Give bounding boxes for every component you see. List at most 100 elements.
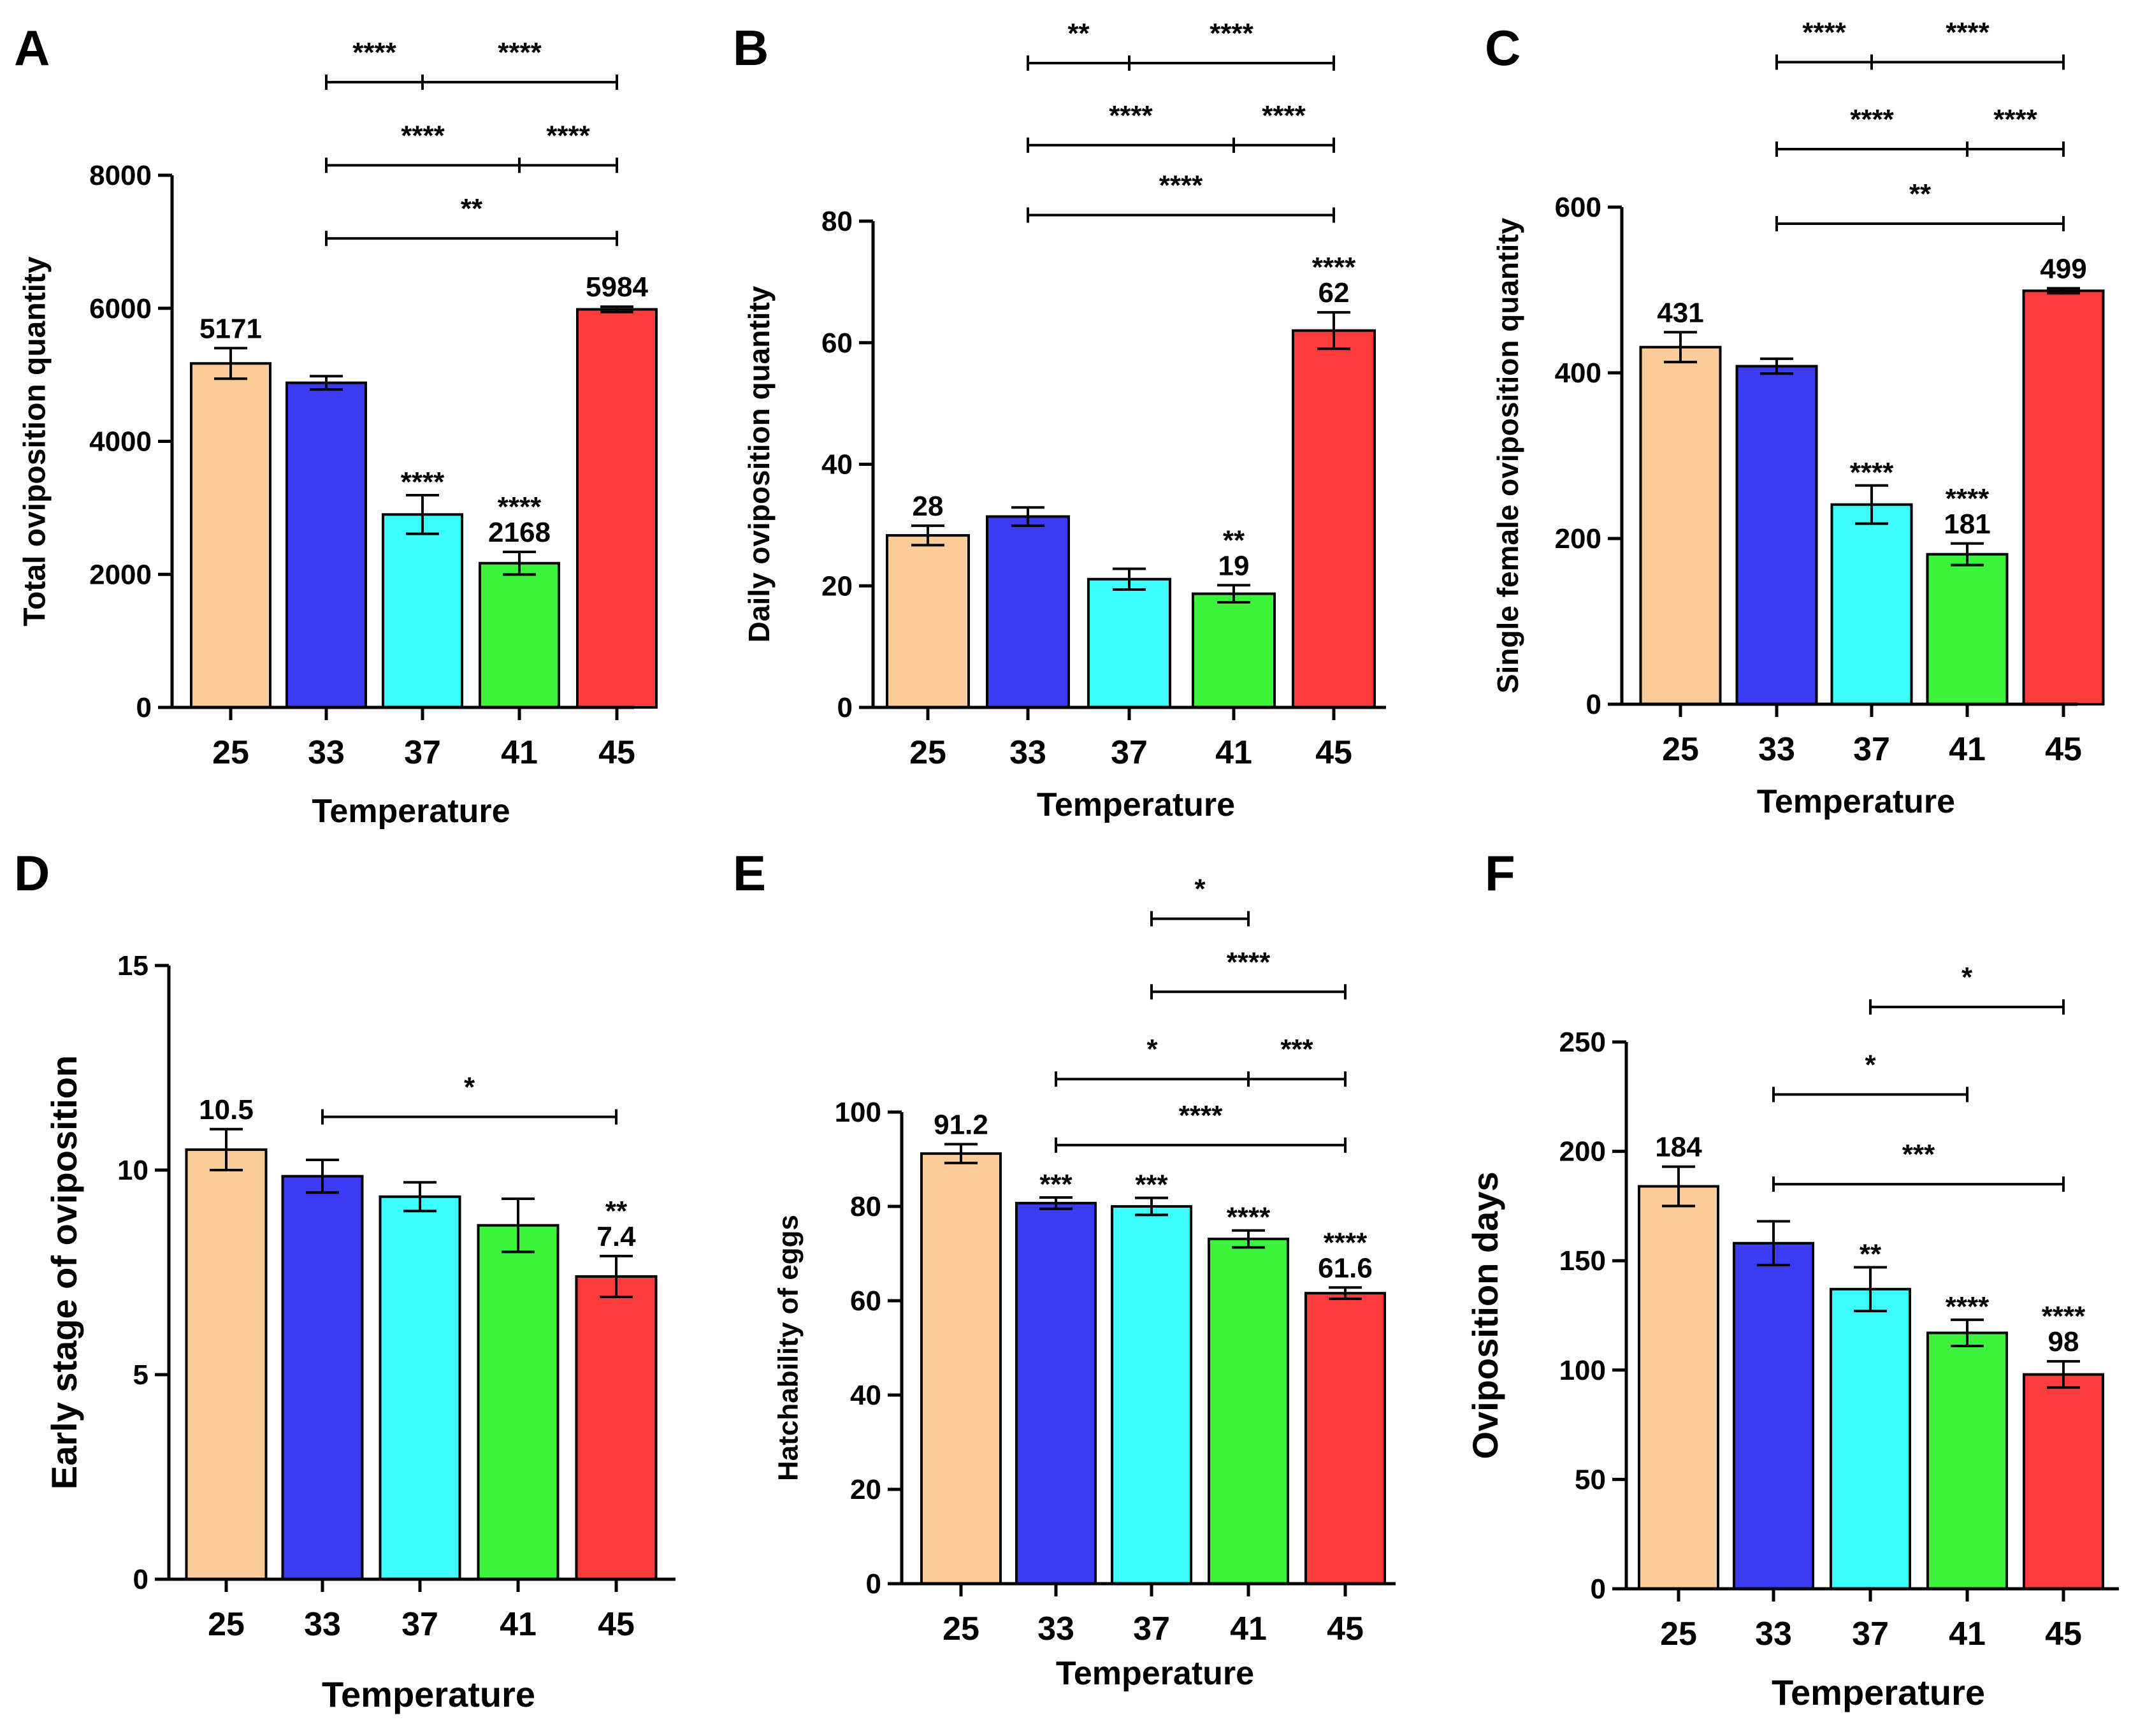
bar-45 bbox=[1292, 329, 1376, 709]
x-tick-label: 45 bbox=[1315, 734, 1352, 771]
x-tick-label: 37 bbox=[401, 1606, 438, 1643]
bracket-label: * bbox=[1865, 1049, 1876, 1080]
panel-d: D 10.5 7.4** 0 5 10 15 25 33 37 41 45 Temperature Ear… bbox=[14, 845, 675, 1714]
bar-41 bbox=[477, 1224, 560, 1581]
bracket-label: **** bbox=[1210, 18, 1253, 49]
x-tick-label: 25 bbox=[1660, 1616, 1697, 1653]
y-tick-label: 40 bbox=[821, 449, 853, 481]
significance-label: **** bbox=[498, 491, 542, 523]
value-label: 7.4 bbox=[596, 1221, 636, 1252]
x-axis-title: Temperature bbox=[1772, 1672, 1985, 1712]
y-tick-label: 6000 bbox=[89, 293, 152, 324]
y-tick-label: 200 bbox=[1559, 1136, 1606, 1168]
bar-41 bbox=[1208, 1238, 1289, 1586]
x-tick-label: 41 bbox=[500, 1606, 537, 1643]
y-tick-label: 100 bbox=[1559, 1355, 1606, 1386]
bar-25 bbox=[1639, 345, 1722, 705]
significance-bracket: * bbox=[321, 1072, 618, 1125]
bracket-label: **** bbox=[1227, 946, 1271, 978]
x-tick-label: 41 bbox=[501, 734, 538, 771]
significance-bracket: * bbox=[1772, 1049, 1968, 1103]
x-tick-label: 45 bbox=[598, 734, 635, 771]
significance-bracket: **** bbox=[1150, 946, 1347, 1000]
y-tick-label: 50 bbox=[1575, 1464, 1606, 1495]
y-axis-title: Early stage of oviposition bbox=[44, 1055, 84, 1489]
value-label: 19 bbox=[1218, 550, 1250, 581]
bracket-label: ** bbox=[461, 193, 483, 224]
value-label: 5171 bbox=[199, 313, 262, 344]
bar-33 bbox=[1015, 1201, 1097, 1585]
significance-bracket: **** **** bbox=[325, 37, 618, 90]
panel-letter: F bbox=[1485, 845, 1515, 901]
bar-37 bbox=[1087, 577, 1171, 709]
bracket-label: **** bbox=[352, 37, 396, 68]
x-axis-title: Temperature bbox=[322, 1674, 535, 1714]
bar-33 bbox=[285, 381, 367, 709]
x-tick-label: 45 bbox=[2045, 731, 2082, 768]
bar-37 bbox=[1830, 503, 1913, 705]
significance-label: **** bbox=[1324, 1227, 1368, 1258]
bracket-label: **** bbox=[401, 120, 445, 151]
significance-label: **** bbox=[1227, 1202, 1271, 1233]
value-label: 431 bbox=[1657, 297, 1703, 328]
bracket-label: *** bbox=[1280, 1034, 1313, 1065]
significance-bracket: **** **** bbox=[325, 120, 618, 173]
x-tick-label: 25 bbox=[208, 1606, 245, 1643]
bar-37 bbox=[382, 513, 463, 709]
bar-37 bbox=[379, 1195, 461, 1580]
significance-bracket: *** bbox=[1772, 1139, 2065, 1192]
y-tick-label: 250 bbox=[1559, 1027, 1606, 1058]
bracket-label: **** bbox=[498, 37, 542, 68]
significance-bracket: **** bbox=[1055, 1100, 1347, 1153]
value-label: 10.5 bbox=[199, 1094, 254, 1125]
bar-33 bbox=[1733, 1241, 1814, 1590]
y-tick-label: 0 bbox=[837, 692, 853, 723]
bracket-label: *** bbox=[1902, 1139, 1935, 1170]
value-label: 62 bbox=[1318, 277, 1350, 308]
x-tick-label: 25 bbox=[212, 734, 249, 771]
significance-bracket: ** bbox=[1775, 178, 2065, 231]
panel-letter: A bbox=[14, 20, 50, 76]
y-axis-title: Oviposition days bbox=[1465, 1171, 1505, 1459]
bracket-label: **** bbox=[1262, 100, 1306, 131]
panel-letter: D bbox=[14, 845, 50, 901]
bracket-label: **** bbox=[1802, 17, 1846, 48]
value-label: 98 bbox=[2048, 1326, 2079, 1357]
y-axis-title: Single female oviposition quantity bbox=[1491, 217, 1524, 693]
value-label: 184 bbox=[1655, 1132, 1702, 1163]
bar-45 bbox=[1304, 1292, 1386, 1586]
significance-label: *** bbox=[1039, 1169, 1073, 1200]
bracket-label: **** bbox=[1109, 100, 1153, 131]
bar-41 bbox=[1926, 1331, 2008, 1591]
bar-33 bbox=[986, 515, 1070, 709]
x-axis-title: Temperature bbox=[1757, 783, 1955, 820]
y-tick-label: 2000 bbox=[89, 559, 152, 590]
bracket-label: **** bbox=[546, 120, 590, 151]
x-tick-label: 37 bbox=[1111, 734, 1148, 771]
x-tick-label: 25 bbox=[909, 734, 946, 771]
significance-bracket: * bbox=[1869, 962, 2065, 1015]
x-axis-title: Temperature bbox=[1037, 786, 1235, 823]
significance-bracket: **** **** bbox=[1775, 17, 2065, 70]
x-tick-label: 33 bbox=[1009, 734, 1046, 771]
significance-label: ** bbox=[1860, 1238, 1882, 1269]
significance-label: **** bbox=[1312, 252, 1356, 283]
y-tick-label: 15 bbox=[117, 950, 148, 981]
bar-41 bbox=[1192, 592, 1276, 709]
bracket-label: ** bbox=[1067, 18, 1090, 49]
bar-37 bbox=[1830, 1287, 1911, 1591]
y-tick-label: 60 bbox=[821, 328, 853, 359]
x-tick-label: 45 bbox=[598, 1606, 635, 1643]
y-tick-label: 20 bbox=[821, 570, 853, 602]
significance-bracket: ** bbox=[325, 193, 618, 247]
bracket-label: **** bbox=[1179, 1100, 1223, 1131]
y-tick-label: 5 bbox=[133, 1359, 148, 1391]
panel-letter: C bbox=[1485, 20, 1521, 76]
panel-letter: B bbox=[733, 20, 769, 76]
bar-25 bbox=[920, 1152, 1002, 1585]
